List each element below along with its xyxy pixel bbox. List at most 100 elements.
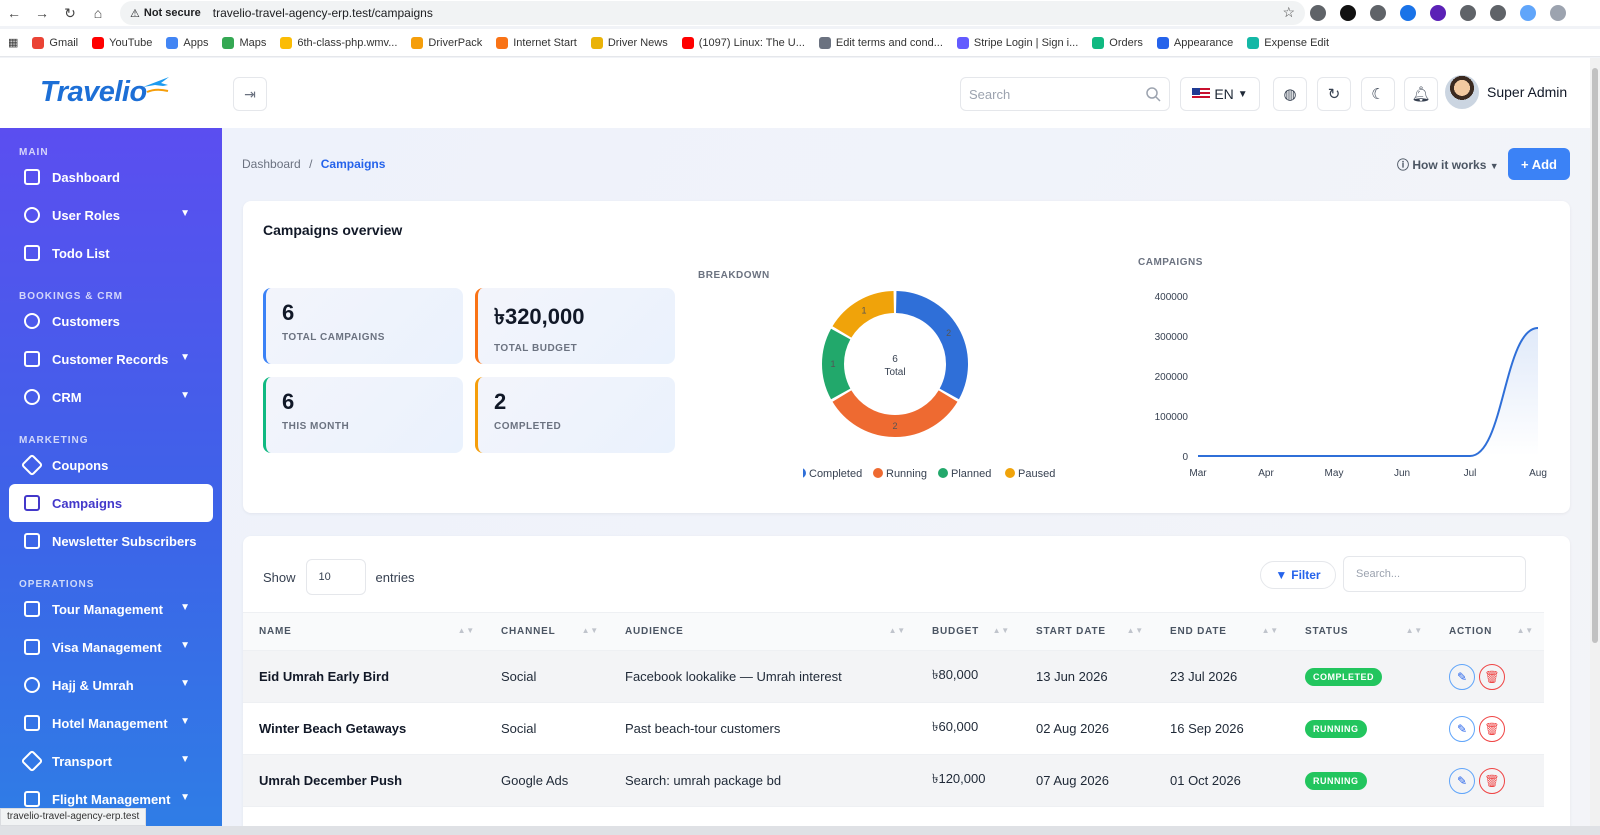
sidebar-toggle-button[interactable]: ⇥ (233, 77, 267, 111)
sidebar-item-flight-management[interactable]: Flight Management ▼ (0, 780, 222, 818)
sidebar-item-crm[interactable]: CRM ▼ (0, 378, 222, 416)
edit-icon[interactable]: ✎ (1449, 767, 1475, 794)
how-it-works-button[interactable]: ⓘ How it works ▼ (1397, 156, 1499, 173)
bookmark-linux[interactable]: (1097) Linux: The U... (681, 36, 805, 49)
sidebar-item-todo-list[interactable]: Todo List (0, 234, 222, 272)
app-header: Travelio ⇥ Search EN ▼ ◍ ↻ ☾ 🔔︎ Super Ad… (0, 58, 1590, 128)
column-header-budget[interactable]: BUDGET ▲▼ (916, 612, 1020, 651)
bookmark-appearance[interactable]: Appearance (1156, 36, 1233, 49)
edit-icon[interactable]: ✎ (1449, 663, 1475, 690)
slice-value-label: 1 (861, 305, 866, 315)
cell-end-date: 01 Oct 2026 (1154, 754, 1289, 807)
bookmark-stripe[interactable]: Stripe Login | Sign i... (956, 36, 1078, 49)
sidebar-item-tour-management[interactable]: Tour Management ▼ (0, 590, 222, 628)
legend-label-running[interactable]: Running (886, 468, 927, 480)
sidebar-item-dashboard[interactable]: Dashboard (0, 158, 222, 196)
notifications-button[interactable]: 🔔︎ (1404, 77, 1438, 111)
menu-icon[interactable] (1550, 5, 1566, 21)
legend-label-planned[interactable]: Planned (951, 468, 991, 480)
entries-select[interactable]: 10 (305, 559, 366, 595)
apps-grid-icon[interactable]: ▦ (8, 37, 19, 49)
download-icon[interactable] (1490, 5, 1506, 21)
column-header-channel[interactable]: CHANNEL ▲▼ (485, 612, 609, 651)
bookmark-star-icon[interactable]: ☆ (1282, 4, 1295, 20)
donut-slice-paused[interactable] (832, 291, 895, 339)
bookmark-orders[interactable]: Orders (1092, 36, 1143, 49)
breadcrumb-home[interactable]: Dashboard (242, 157, 301, 171)
puzzle-icon[interactable] (1460, 5, 1476, 21)
trash-icon[interactable]: 🗑︎ (1479, 715, 1505, 742)
bookmark-apps[interactable]: Apps (166, 36, 208, 49)
sidebar-item-campaigns[interactable]: Campaigns (9, 484, 213, 522)
bookmark-edit-terms[interactable]: Edit terms and cond... (818, 36, 943, 49)
page-scrollbar[interactable] (1590, 58, 1600, 828)
column-header-audience[interactable]: AUDIENCE ▲▼ (609, 612, 916, 651)
avatar (1445, 75, 1479, 109)
extension-icon[interactable] (1340, 5, 1356, 21)
travelio-logo[interactable]: Travelio (40, 76, 147, 108)
forward-icon[interactable]: → (35, 5, 49, 21)
bookmark-internet-start[interactable]: Internet Start (496, 36, 577, 49)
browser-toolbar: ← → ↻ ⌂ ⚠ Not secure travelio-travel-age… (0, 0, 1600, 26)
sidebar-item-user-roles[interactable]: User Roles ▼ (0, 196, 222, 234)
sidebar-item-hajj-umrah[interactable]: Hajj & Umrah ▼ (0, 666, 222, 704)
security-label: Not secure (143, 7, 201, 19)
bookmark-drive[interactable]: 6th-class-php.wmv... (280, 36, 397, 49)
back-icon[interactable]: ← (7, 5, 21, 21)
extension-icon[interactable] (1430, 5, 1446, 21)
trash-icon[interactable]: 🗑︎ (1479, 767, 1505, 794)
legend-label-paused[interactable]: Paused (1018, 468, 1055, 480)
column-header-action[interactable]: ACTION ▲▼ (1433, 612, 1544, 651)
header-search-input[interactable]: Search (960, 77, 1170, 111)
campaigns-table-card: Show 10 entries ▼ Filter Search... NAME ▲… (243, 536, 1570, 835)
refresh-button[interactable]: ↻ (1317, 77, 1351, 111)
donut-slice-completed[interactable] (895, 291, 968, 400)
sidebar-item-label: Customers (52, 313, 120, 329)
table-search-input[interactable]: Search... (1343, 556, 1526, 592)
dark-mode-button[interactable]: ☾ (1361, 77, 1395, 111)
bookmark-youtube[interactable]: YouTube (92, 36, 152, 49)
cell-start-date: 07 Aug 2026 (1020, 754, 1154, 807)
sidebar-item-newsletter[interactable]: Newsletter Subscribers (0, 522, 222, 560)
camera-icon[interactable] (1370, 5, 1386, 21)
sidebar-item-transport[interactable]: Transport ▼ (0, 742, 222, 780)
campaigns-area-fill (1198, 328, 1538, 456)
table-row: Eid Umrah Early Bird Social Facebook loo… (243, 650, 1544, 703)
extension-icon[interactable] (1400, 5, 1416, 21)
bookmark-driverpack[interactable]: DriverPack (411, 36, 482, 49)
scrollbar-thumb[interactable] (1592, 68, 1598, 643)
filter-button[interactable]: ▼ Filter (1260, 561, 1336, 589)
trash-icon[interactable]: 🗑︎ (1479, 663, 1505, 690)
moon-icon: ☾ (1371, 86, 1385, 103)
campaigns-overview-card: Campaigns overview 6 TOTAL CAMPAIGNS ৳32… (243, 201, 1570, 513)
reload-icon[interactable]: ↻ (64, 4, 76, 21)
language-select[interactable]: EN ▼ (1180, 77, 1260, 111)
sidebar-item-label: User Roles (52, 207, 120, 223)
sidebar-item-visa-management[interactable]: Visa Management ▼ (0, 628, 222, 666)
column-header-status[interactable]: STATUS ▲▼ (1289, 612, 1433, 651)
home-icon[interactable]: ⌂ (93, 5, 103, 21)
legend-label-completed[interactable]: Completed (809, 468, 862, 480)
sidebar-item-customers[interactable]: Customers (0, 302, 222, 340)
extension-icon[interactable] (1310, 5, 1326, 21)
donut-slice-running[interactable] (832, 390, 958, 437)
campaigns-line[interactable] (1198, 327, 1539, 457)
bookmark-driver-news[interactable]: Driver News (590, 36, 668, 49)
profile-icon[interactable] (1520, 5, 1536, 21)
user-menu[interactable]: Super Admin (1445, 75, 1567, 109)
bookmark-maps[interactable]: Maps (222, 36, 266, 49)
donut-slice-planned[interactable] (822, 328, 851, 400)
globe-button[interactable]: ◍ (1273, 77, 1307, 111)
edit-icon[interactable]: ✎ (1449, 715, 1475, 742)
y-tick-label: 100000 (1155, 412, 1189, 423)
sidebar-item-customer-records[interactable]: Customer Records ▼ (0, 340, 222, 378)
address-bar[interactable]: ⚠ Not secure travelio-travel-agency-erp.… (120, 1, 1305, 25)
column-header-start-date[interactable]: START DATE ▲▼ (1020, 612, 1154, 651)
column-header-end-date[interactable]: END DATE ▲▼ (1154, 612, 1289, 651)
sidebar-item-coupons[interactable]: Coupons (0, 446, 222, 484)
column-header-name[interactable]: NAME ▲▼ (243, 612, 485, 651)
bookmark-expense-edit[interactable]: Expense Edit (1247, 36, 1329, 49)
sidebar-item-hotel-management[interactable]: Hotel Management ▼ (0, 704, 222, 742)
bookmark-gmail[interactable]: Gmail (32, 36, 78, 49)
add-campaign-button[interactable]: + Add (1508, 148, 1570, 180)
